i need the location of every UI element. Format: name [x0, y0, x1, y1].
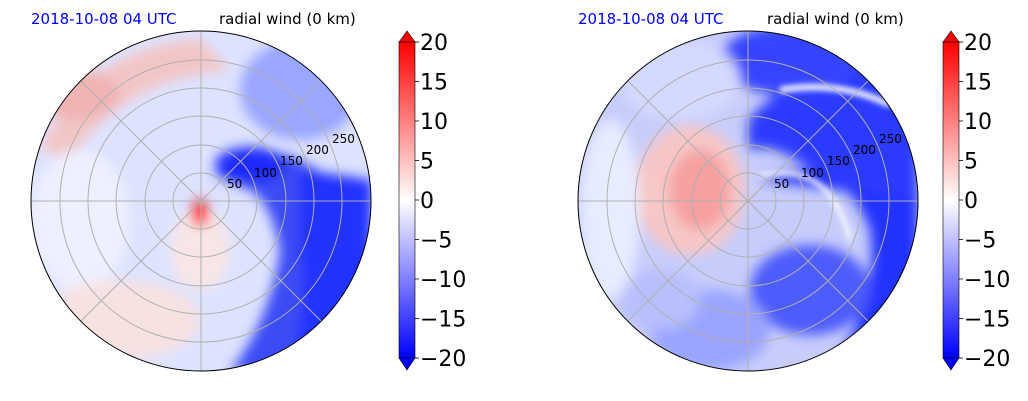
colorbar-tick-label: −5 [420, 229, 452, 254]
radial-tick-label: 100 [254, 166, 277, 180]
panel-left-radial-labels: 50 100 150 200 250 [227, 132, 355, 191]
radial-tick-label: 200 [853, 143, 876, 157]
panel-right-boundary [577, 30, 919, 372]
radial-tick-label: 250 [332, 132, 355, 146]
radial-tick-label: 50 [774, 177, 789, 191]
colorbar-tick-label: 5 [964, 150, 978, 175]
colorbar-tick-label: −5 [964, 229, 996, 254]
panel-left-title: radial wind (0 km) [219, 10, 356, 28]
panel-right-date: 2018-10-08 04 UTC [578, 10, 724, 28]
colorbar-tick-label: −20 [420, 347, 466, 372]
panel-left-date: 2018-10-08 04 UTC [31, 10, 177, 28]
colorbar-tick-label: 15 [420, 71, 448, 96]
radial-tick-label: 150 [280, 154, 303, 168]
panel-left-colorbar: 20 15 10 5 0 −5 −10 −15 −20 [398, 30, 466, 372]
colorbar-tick-label: −10 [420, 268, 466, 293]
colorbar-tick-label: −15 [420, 308, 466, 333]
panel-right-grid [578, 31, 918, 371]
colorbar-tick-label: −20 [964, 347, 1010, 372]
panel-left-field [31, 31, 371, 371]
colorbar-tick-label: −15 [964, 308, 1010, 333]
radial-tick-label: 250 [879, 132, 902, 146]
panel-left-grid [31, 31, 371, 371]
colorbar-tick-label: −10 [964, 268, 1010, 293]
panel-right-field [578, 31, 918, 371]
colorbar-tick-label: 0 [420, 189, 434, 214]
panel-right: 2018-10-08 04 UTC radial wind (0 km) [577, 10, 1010, 372]
colorbar-tick-label: 5 [420, 150, 434, 175]
colorbar-tick-label: 20 [964, 31, 992, 56]
panel-left: 2018-10-08 04 UTC radial wind (0 km) [30, 10, 466, 372]
radial-tick-label: 100 [801, 166, 824, 180]
panel-right-title: radial wind (0 km) [767, 10, 904, 28]
radial-tick-label: 150 [827, 154, 850, 168]
colorbar-tick-label: 10 [964, 110, 992, 135]
radial-tick-label: 50 [227, 177, 242, 191]
panel-right-radial-labels: 50 100 150 200 250 [774, 132, 902, 191]
radial-tick-label: 200 [306, 143, 329, 157]
colorbar-tick-label: 15 [964, 71, 992, 96]
colorbar-tick-label: 0 [964, 189, 978, 214]
colorbar-tick-label: 20 [420, 31, 448, 56]
colorbar-tick-label: 10 [420, 110, 448, 135]
panel-right-colorbar: 20 15 10 5 0 −5 −10 −15 −20 [942, 30, 1010, 372]
panel-left-boundary [30, 30, 372, 372]
